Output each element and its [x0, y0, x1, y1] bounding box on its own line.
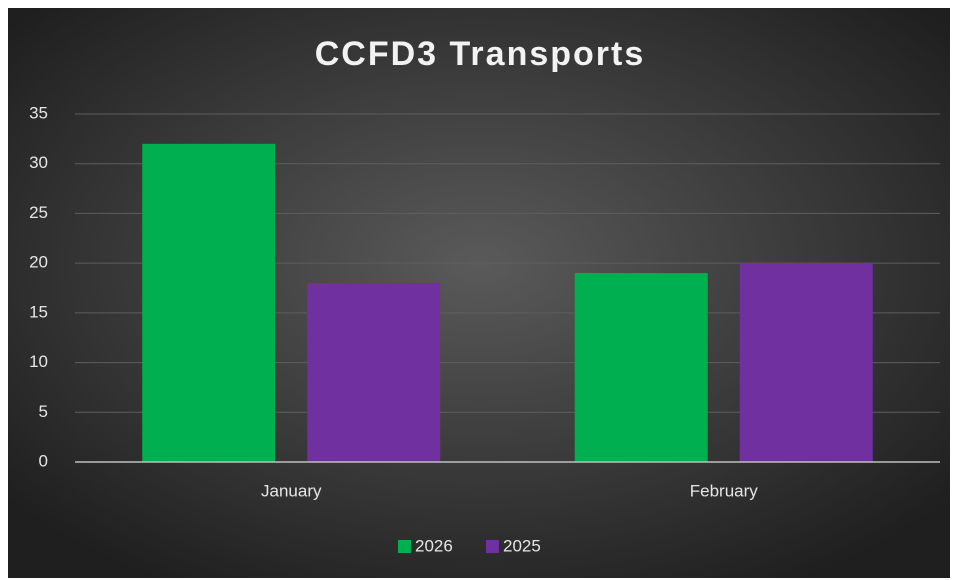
y-tick-label: 10 [29, 352, 48, 371]
y-tick-label: 30 [29, 153, 48, 172]
legend-swatch [398, 540, 411, 553]
bar [739, 263, 873, 462]
bar [307, 283, 441, 462]
y-tick-label: 35 [29, 103, 48, 122]
y-tick-label: 0 [39, 451, 48, 470]
y-tick-label: 25 [29, 203, 48, 222]
legend-label: 2026 [415, 536, 453, 555]
y-tick-label: 15 [29, 302, 48, 321]
x-tick-label: January [261, 481, 322, 500]
y-tick-label: 20 [29, 253, 48, 272]
legend-label: 2025 [503, 536, 541, 555]
y-tick-label: 5 [39, 402, 48, 421]
legend-swatch [486, 540, 499, 553]
chart-title: CCFD3 Transports [315, 35, 646, 73]
x-tick-label: February [690, 481, 759, 500]
bar [574, 273, 708, 462]
bar [142, 143, 276, 463]
